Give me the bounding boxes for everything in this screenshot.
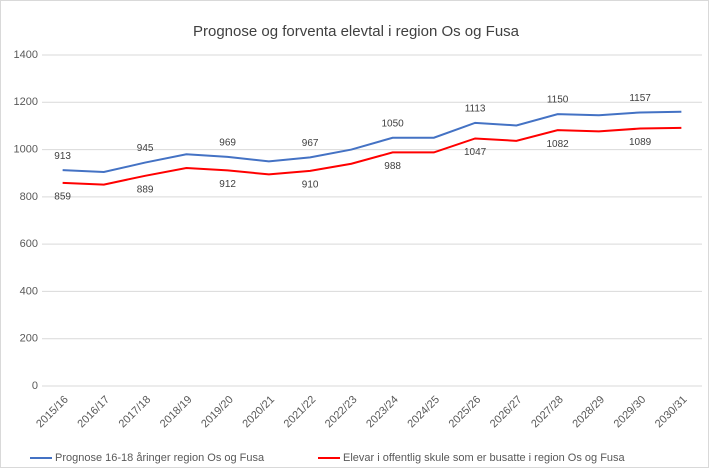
y-tick-label: 1200	[14, 96, 38, 108]
data-label: 1113	[465, 103, 486, 114]
data-label: 945	[137, 143, 154, 154]
data-label: 912	[219, 179, 236, 190]
data-label: 1047	[464, 147, 487, 158]
y-tick-label: 400	[20, 285, 38, 297]
y-tick-label: 1000	[14, 143, 38, 155]
y-tick-label: 1400	[14, 49, 38, 61]
y-tick-label: 600	[20, 238, 38, 250]
y-tick-label: 0	[32, 380, 38, 392]
data-label: 913	[54, 151, 71, 162]
data-label: 969	[219, 138, 236, 149]
chart-title: Prognose og forventa elevtal i region Os…	[193, 23, 520, 40]
data-label: 910	[302, 179, 319, 190]
data-label: 1157	[629, 93, 651, 104]
data-label: 988	[384, 161, 401, 172]
data-label: 889	[137, 184, 154, 195]
data-label: 1082	[547, 139, 570, 150]
legend-label: Prognose 16-18 åringer region Os og Fusa	[55, 452, 265, 464]
y-tick-label: 200	[20, 333, 38, 345]
data-label: 1150	[547, 95, 569, 106]
data-label: 1050	[382, 118, 405, 129]
data-label: 1089	[629, 137, 652, 148]
series-line	[62, 110, 682, 174]
y-tick-label: 800	[20, 191, 38, 203]
series-line	[62, 126, 682, 186]
data-label: 859	[54, 192, 71, 203]
legend-label: Elevar i offentlig skule som er busatte …	[343, 452, 626, 464]
data-label: 967	[302, 138, 319, 149]
